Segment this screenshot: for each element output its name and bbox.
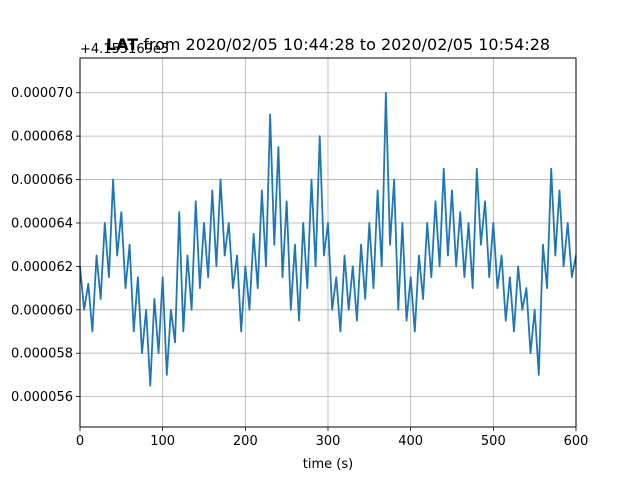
x-tick-label: 0 [76,434,84,449]
chart-title: LAT from 2020/02/05 10:44:28 to 2020/02/… [106,35,550,54]
x-tick-label: 100 [150,434,175,449]
x-tick-label: 500 [481,434,506,449]
y-tick-label: 0.000060 [11,303,73,318]
x-tick-label: 200 [233,434,258,449]
x-tick-label: 600 [564,434,589,449]
x-tick-label: 300 [316,434,341,449]
series-line [79,91,577,387]
y-tick-label: 0.000070 [11,86,73,101]
y-offset-label: +4.155169e5 [80,42,169,57]
x-axis: 0 100 200 300 400 500 600 [76,427,589,449]
y-tick-label: 0.000064 [11,216,73,231]
chart-title-rest: from 2020/02/05 10:44:28 to 2020/02/05 1… [138,35,550,54]
x-axis-label: time (s) [303,457,353,472]
chart-title-bold: LAT [106,35,138,54]
series-layer [79,91,577,387]
y-axis: 0.000056 0.000058 0.000060 0.000062 0.000064… [11,86,80,405]
y-tick-label: 0.000068 [11,130,73,145]
y-tick-label: 0.000056 [11,390,73,405]
x-tick-label: 400 [398,434,423,449]
y-tick-label: 0.000066 [11,173,73,188]
y-tick-label: 0.000062 [11,260,73,275]
y-tick-label: 0.000058 [11,347,73,362]
